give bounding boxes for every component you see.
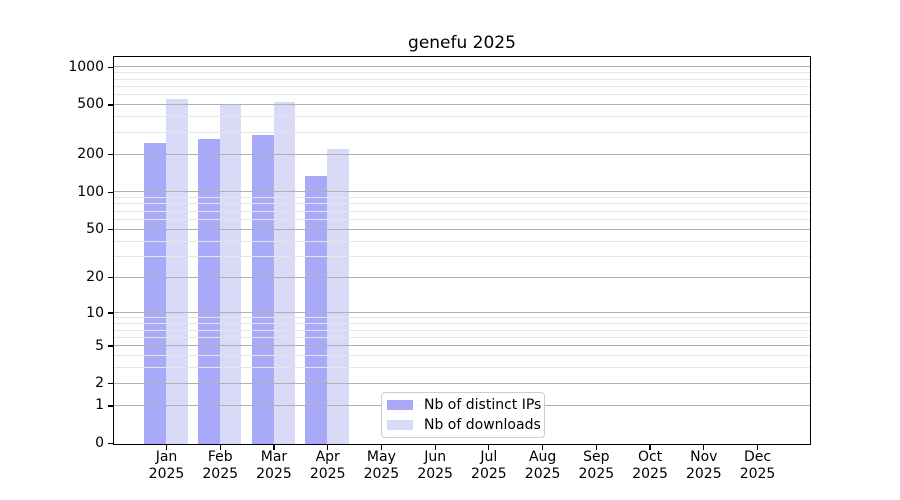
minor-gridline-90 <box>114 197 810 199</box>
bar-nb-of-downloads-mar <box>273 101 296 444</box>
x-tick-label-jul: Jul 2025 <box>471 449 507 482</box>
y-tick-label-0: 0 <box>95 435 104 452</box>
x-tick-label-aug: Aug 2025 <box>524 449 561 482</box>
minor-gridline-9 <box>114 317 810 319</box>
x-tick-label-dec: Dec 2025 <box>739 449 776 482</box>
legend-label-downloads: Nb of downloads <box>424 417 541 433</box>
y-tick-label-500: 500 <box>77 96 104 113</box>
legend-swatch-downloads <box>387 420 413 430</box>
major-gridline-2 <box>114 382 810 385</box>
x-tick-label-oct: Oct 2025 <box>632 449 668 482</box>
x-tick-mark-jul <box>488 445 490 450</box>
x-tick-label-jun: Jun 2025 <box>417 449 453 482</box>
major-gridline-5 <box>114 345 810 347</box>
x-tick-mark-feb <box>219 445 221 450</box>
bar-nb-of-downloads-feb <box>219 104 242 444</box>
y-tick-label-1000: 1000 <box>68 58 104 75</box>
minor-gridline-6 <box>114 336 810 338</box>
y-tick-label-100: 100 <box>77 183 104 200</box>
major-gridline-100 <box>114 191 810 193</box>
y-tick-mark-20 <box>108 277 113 279</box>
minor-gridline-40 <box>114 240 810 242</box>
y-tick-mark-1000 <box>108 66 113 68</box>
minor-gridline-3 <box>114 367 810 369</box>
legend-item-distinct-ips: Nb of distinct IPs <box>387 397 544 413</box>
y-tick-mark-50 <box>108 228 113 231</box>
y-tick-mark-100 <box>108 191 113 193</box>
y-tick-label-1: 1 <box>95 397 104 414</box>
y-tick-label-10: 10 <box>86 304 104 321</box>
y-tick-mark-500 <box>108 104 113 106</box>
bar-nb-of-distinct-ips-jan <box>144 142 167 444</box>
chart-title: genefu 2025 <box>408 33 516 53</box>
x-tick-mark-apr <box>327 445 329 450</box>
major-gridline-1000 <box>114 66 810 68</box>
y-tick-label-200: 200 <box>77 146 104 163</box>
major-gridline-50 <box>114 228 810 230</box>
x-tick-mark-mar <box>273 445 275 450</box>
bar-nb-of-downloads-jan <box>166 98 188 444</box>
x-tick-mark-may <box>380 445 382 450</box>
y-tick-label-20: 20 <box>86 269 104 286</box>
legend-label-distinct-ips: Nb of distinct IPs <box>424 397 542 413</box>
major-gridline-10 <box>114 312 810 314</box>
x-tick-mark-aug <box>542 445 544 450</box>
x-tick-label-sep: Sep 2025 <box>578 449 615 482</box>
bar-nb-of-distinct-ips-mar <box>251 134 274 444</box>
bar-nb-of-downloads-apr <box>327 148 349 444</box>
y-tick-mark-10 <box>108 312 113 314</box>
minor-gridline-70 <box>114 210 810 212</box>
major-gridline-20 <box>114 276 810 279</box>
y-tick-mark-0 <box>108 443 113 445</box>
y-tick-label-5: 5 <box>95 337 104 354</box>
y-tick-mark-200 <box>108 154 113 156</box>
x-tick-mark-jan <box>165 445 168 450</box>
bar-nb-of-distinct-ips-feb <box>197 138 220 444</box>
minor-gridline-80 <box>114 203 810 205</box>
legend: Nb of distinct IPs Nb of downloads <box>381 392 545 438</box>
bar-nb-of-distinct-ips-apr <box>305 176 328 444</box>
minor-gridline-700 <box>114 85 810 87</box>
x-tick-mark-dec <box>756 445 759 450</box>
x-tick-mark-jun <box>434 445 436 450</box>
minor-gridline-60 <box>114 218 810 220</box>
minor-gridline-900 <box>114 72 810 74</box>
y-tick-label-2: 2 <box>95 375 104 392</box>
x-tick-label-mar: Mar 2025 <box>256 449 292 482</box>
x-tick-label-nov: Nov 2025 <box>685 449 722 482</box>
x-tick-label-may: May 2025 <box>363 449 400 482</box>
minor-gridline-8 <box>114 323 810 325</box>
legend-item-downloads: Nb of downloads <box>387 417 544 433</box>
x-tick-mark-nov <box>703 445 705 450</box>
plot-area <box>113 56 811 445</box>
minor-gridline-30 <box>114 255 810 257</box>
legend-swatch-distinct-ips <box>387 400 413 410</box>
minor-gridline-7 <box>114 329 810 331</box>
major-gridline-200 <box>114 153 810 155</box>
x-tick-label-jan: Jan 2025 <box>148 449 185 482</box>
x-tick-label-apr: Apr 2025 <box>309 449 346 482</box>
y-tick-mark-1 <box>108 405 113 407</box>
major-gridline-500 <box>114 104 810 106</box>
x-tick-label-feb: Feb 2025 <box>202 449 239 482</box>
minor-gridline-300 <box>114 131 810 133</box>
y-tick-mark-5 <box>108 345 113 347</box>
x-tick-mark-oct <box>649 445 651 450</box>
minor-gridline-800 <box>114 78 810 80</box>
minor-gridline-4 <box>114 355 810 357</box>
minor-gridline-600 <box>114 94 810 96</box>
y-tick-mark-2 <box>108 383 113 385</box>
x-tick-mark-sep <box>595 445 597 450</box>
minor-gridline-400 <box>114 116 810 118</box>
y-tick-label-50: 50 <box>86 220 104 237</box>
